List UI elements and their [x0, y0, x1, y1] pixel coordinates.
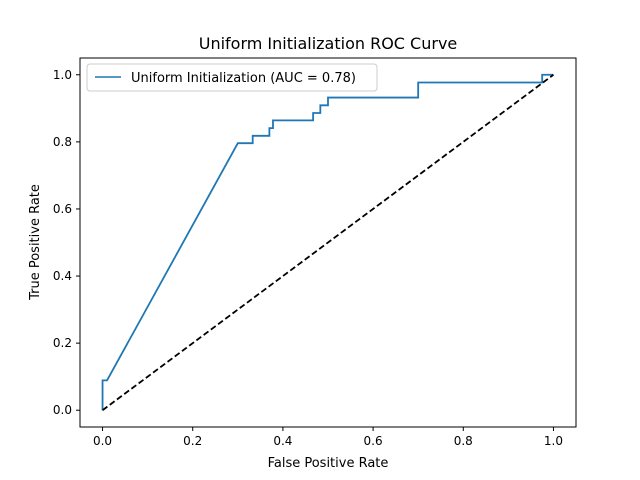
x-tick-label: 0.4: [273, 434, 292, 448]
x-axis-ticks: 0.0 0.2 0.4 0.6 0.8 1.0: [93, 427, 563, 448]
y-tick-label: 0.2: [53, 336, 72, 350]
chart-title: Uniform Initialization ROC Curve: [199, 34, 458, 53]
legend-entry-label: Uniform Initialization (AUC = 0.78): [131, 71, 356, 86]
y-axis-ticks: 0.0 0.2 0.4 0.6 0.8 1.0: [53, 68, 80, 417]
x-tick-label: 0.0: [93, 434, 112, 448]
y-tick-label: 1.0: [53, 68, 72, 82]
plot-frame: [79, 57, 577, 428]
plot-area: [79, 57, 577, 428]
roc-curve-line: [101, 73, 554, 411]
legend: Uniform Initialization (AUC = 0.78): [86, 63, 378, 92]
x-tick-label: 1.0: [544, 434, 563, 448]
y-tick-label: 0.6: [53, 202, 72, 216]
y-tick-label: 0.4: [53, 269, 72, 283]
y-axis-label: True Positive Rate: [28, 184, 43, 301]
chance-diagonal-line: [102, 74, 554, 411]
y-tick-label: 0.8: [53, 135, 72, 149]
series-layer: [101, 73, 554, 411]
x-tick-label: 0.6: [364, 434, 383, 448]
x-tick-label: 0.8: [454, 434, 473, 448]
x-axis-label: False Positive Rate: [268, 456, 389, 471]
x-tick-label: 0.2: [183, 434, 202, 448]
legend-box: [86, 63, 378, 92]
y-tick-label: 0.0: [53, 403, 72, 417]
